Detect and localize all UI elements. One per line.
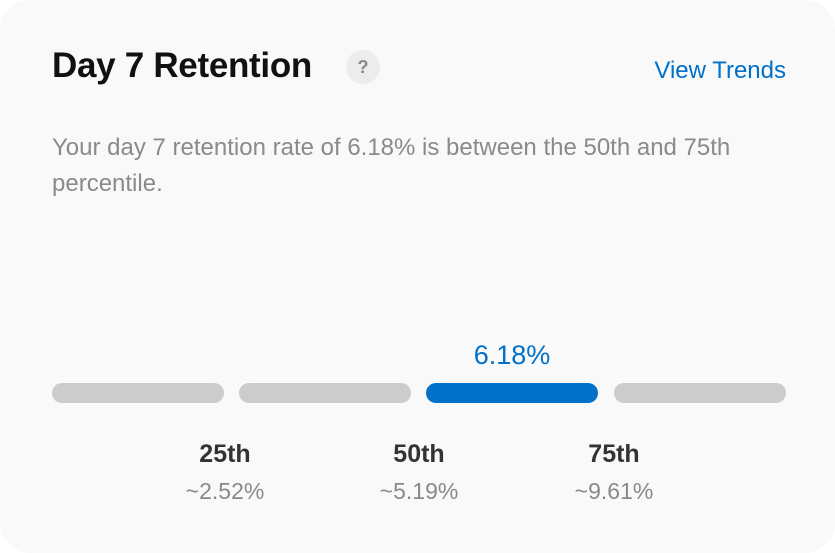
percentile-label: 75th [588,440,640,468]
segment-25th-50th [239,383,411,403]
view-trends-link[interactable]: View Trends [654,57,786,84]
segment-50th-75th [426,383,598,403]
percentile-value: ~9.61% [574,478,654,504]
percentile-value: ~5.19% [379,478,459,504]
segment-below-25th [52,383,224,403]
percentile-value: ~2.52% [185,478,265,504]
percentile-label: 50th [393,440,445,468]
segment-above-75th [614,383,786,403]
help-icon[interactable]: ? [346,50,380,84]
retention-description: Your day 7 retention rate of 6.18% is be… [52,134,731,197]
percentile-label: 25th [199,440,251,468]
card-title: Day 7 Retention [52,46,312,85]
current-value-label: 6.18% [473,340,551,370]
